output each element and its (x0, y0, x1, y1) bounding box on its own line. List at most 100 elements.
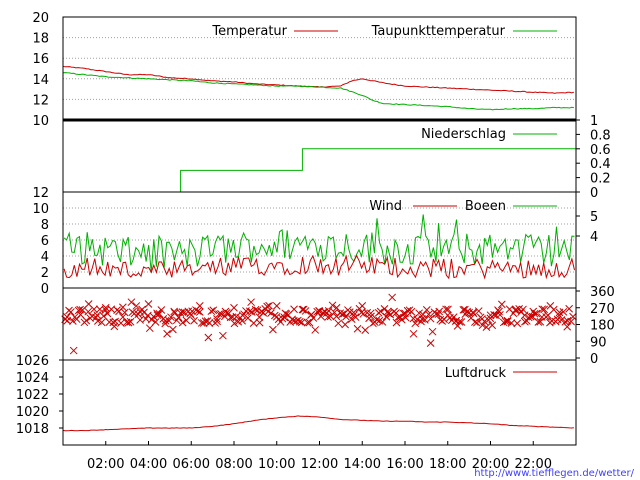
direction-marker (205, 319, 214, 327)
direction-marker (192, 306, 200, 314)
direction-marker (297, 318, 306, 327)
wind-y2-tick: 4 (590, 230, 598, 245)
direction-marker (432, 309, 441, 318)
direction-marker (72, 315, 81, 324)
direction-marker (440, 315, 448, 324)
direction-marker (301, 307, 310, 315)
direction-marker (269, 325, 277, 334)
precip-y2-tick: 0.4 (590, 157, 611, 172)
precip-y2-tick: 0.6 (590, 143, 611, 158)
legend-temperature-label: Temperatur (211, 24, 287, 39)
direction-y2-tick: 90 (590, 335, 607, 350)
temp-y-tick: 10 (32, 114, 49, 129)
direction-marker (496, 310, 504, 319)
direction-marker (194, 307, 202, 316)
precip-y2-tick: 1 (590, 114, 598, 129)
direction-marker (530, 309, 539, 318)
direction-marker (540, 305, 549, 314)
direction-marker (413, 315, 422, 324)
direction-marker (384, 309, 393, 318)
pressure-y-tick: 1020 (16, 405, 49, 420)
direction-marker (178, 318, 187, 327)
wind-y-tick: 12 (32, 186, 49, 201)
direction-marker (209, 306, 218, 315)
x-tick-label: 18:00 (429, 457, 466, 472)
x-tick-label: 04:00 (130, 457, 167, 472)
direction-marker (295, 317, 304, 326)
direction-marker (397, 315, 406, 324)
direction-marker (244, 314, 252, 322)
x-tick-label: 22:00 (515, 457, 552, 472)
legend-pressure-label: Luftdruck (445, 366, 507, 381)
direction-marker (361, 326, 370, 334)
direction-marker (99, 312, 108, 321)
direction-marker (532, 309, 541, 318)
direction-marker (428, 327, 437, 336)
direction-marker (213, 315, 221, 323)
gust-line (63, 214, 575, 273)
direction-marker (97, 318, 106, 327)
direction-y2-tick: 360 (590, 285, 615, 300)
direction-marker (567, 317, 575, 326)
wind-y-tick: 10 (32, 202, 49, 217)
direction-marker (197, 319, 206, 327)
x-tick-label: 14:00 (344, 457, 381, 472)
direction-marker (388, 293, 397, 302)
wind-y2-tick: 5 (590, 210, 598, 225)
direction-marker (426, 314, 435, 323)
direction-marker (474, 307, 483, 315)
direction-marker (215, 310, 223, 318)
precip-y2-tick: 0.8 (590, 128, 611, 143)
direction-marker (174, 313, 183, 322)
direction-marker (338, 310, 347, 319)
direction-marker (272, 302, 281, 310)
direction-marker (334, 319, 343, 328)
direction-marker (442, 305, 450, 314)
direction-marker (561, 318, 570, 326)
direction-marker (159, 315, 168, 323)
direction-marker (565, 304, 574, 313)
direction-marker (355, 304, 364, 313)
direction-marker (118, 303, 127, 312)
direction-marker (536, 317, 545, 326)
direction-marker (213, 317, 221, 326)
direction-marker (84, 307, 93, 316)
direction-marker (309, 314, 318, 322)
direction-marker (490, 311, 498, 319)
direction-marker (165, 316, 173, 325)
direction-marker (267, 309, 275, 317)
direction-marker (249, 319, 258, 327)
direction-marker (342, 312, 350, 321)
direction-marker (78, 306, 87, 314)
direction-marker (349, 308, 358, 317)
direction-marker (471, 318, 479, 326)
direction-marker (417, 317, 425, 326)
direction-marker (534, 318, 543, 326)
direction-marker (169, 325, 177, 334)
direction-marker (384, 307, 392, 316)
direction-marker (251, 305, 260, 314)
credit-link[interactable]: http://www.tiefflegen.de/wetter/ (474, 468, 634, 479)
direction-marker (538, 305, 547, 314)
wind-y-tick: 6 (41, 234, 49, 249)
direction-marker (422, 306, 431, 314)
direction-marker (411, 319, 420, 328)
direction-marker (155, 309, 164, 318)
direction-marker (182, 316, 191, 325)
wind-y-tick: 8 (41, 218, 49, 233)
wind-y-tick: 0 (41, 282, 49, 297)
wind-y-tick: 4 (41, 250, 49, 265)
x-tick-label: 06:00 (173, 457, 210, 472)
pressure-y-tick: 1026 (16, 354, 49, 369)
direction-marker (424, 310, 433, 319)
direction-marker (63, 313, 71, 321)
direction-marker (157, 306, 166, 314)
pressure-y-tick: 1024 (16, 371, 49, 386)
direction-marker (151, 318, 160, 326)
direction-marker (247, 308, 256, 316)
direction-marker (161, 319, 170, 328)
pressure-y-tick: 1022 (16, 388, 49, 403)
direction-marker (501, 317, 510, 326)
direction-marker (526, 312, 535, 321)
